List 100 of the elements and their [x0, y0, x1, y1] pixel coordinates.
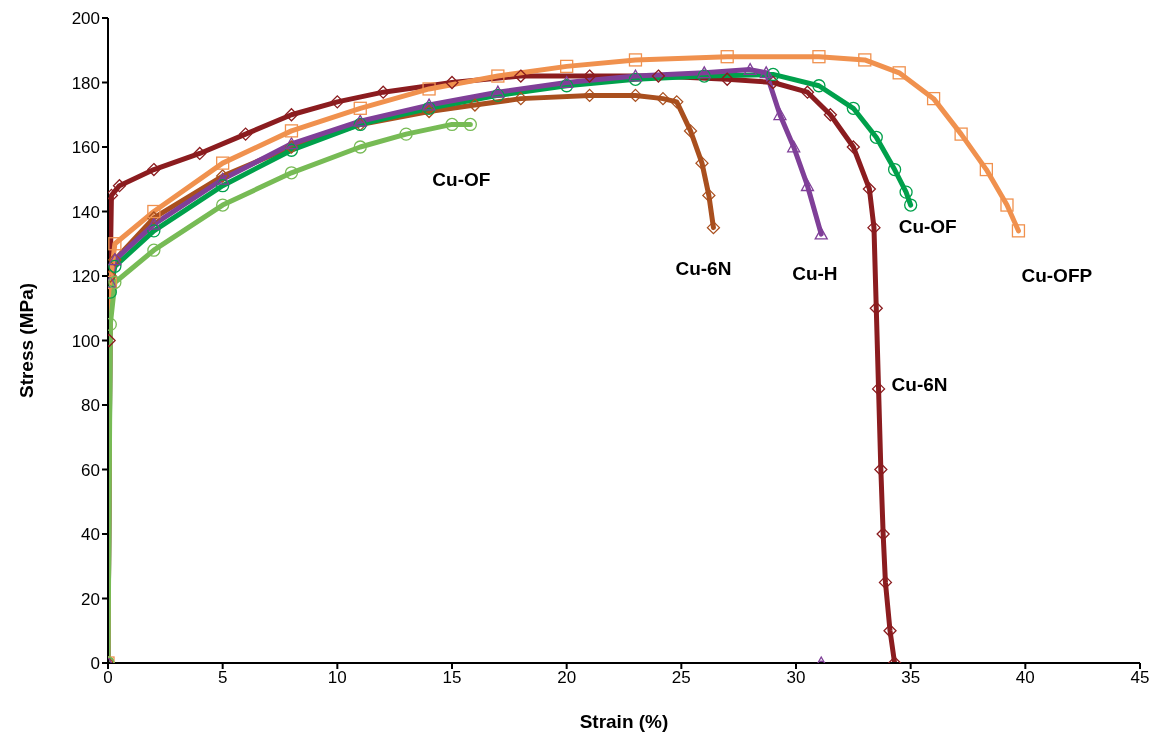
point [284, 137, 299, 150]
point [108, 275, 122, 290]
series-label: Cu-H [792, 263, 838, 284]
point [766, 75, 780, 90]
point [468, 98, 482, 112]
point [353, 114, 367, 127]
x-tick-label: 45 [1130, 668, 1150, 688]
x-tick-label: 20 [557, 668, 577, 688]
point [1011, 224, 1026, 238]
point [697, 66, 711, 79]
y-tick-label: 200 [71, 9, 100, 29]
y-tick-label: 120 [71, 267, 100, 287]
point [147, 217, 161, 230]
point [353, 140, 367, 154]
y-tick-label: 0 [90, 654, 100, 674]
point [892, 66, 906, 80]
point [491, 85, 505, 98]
x-tick-label: 5 [217, 668, 228, 688]
point [800, 179, 815, 192]
point [353, 101, 367, 115]
point [800, 85, 815, 99]
y-tick-label: 180 [71, 73, 100, 93]
point [628, 53, 643, 67]
point [858, 53, 872, 67]
point [238, 127, 253, 141]
point [147, 243, 161, 257]
point [814, 227, 828, 240]
point [147, 204, 161, 219]
point [874, 462, 888, 477]
point [108, 259, 122, 273]
point [112, 179, 127, 193]
point [702, 188, 716, 203]
point [787, 140, 801, 153]
x-tick-label: 35 [901, 668, 921, 688]
point [147, 211, 161, 225]
series-label: Cu-6N [891, 374, 948, 395]
x-tick-label: 0 [103, 668, 113, 688]
point [463, 117, 477, 132]
point [376, 85, 390, 99]
y-tick-label: 20 [81, 589, 100, 609]
point [954, 127, 968, 141]
point [560, 75, 574, 88]
x-axis-title: Strain (%) [579, 711, 669, 732]
point [147, 224, 161, 238]
point [720, 50, 734, 64]
point [422, 82, 436, 96]
y-tick-label: 160 [71, 138, 100, 158]
point [216, 198, 230, 212]
point [926, 91, 941, 106]
point [899, 185, 913, 199]
point [560, 59, 574, 74]
point [422, 101, 436, 115]
point [697, 69, 711, 83]
point [904, 198, 918, 212]
point [399, 127, 413, 141]
point [491, 88, 505, 103]
point [869, 130, 883, 144]
point [284, 124, 299, 138]
point [846, 140, 860, 154]
y-axis-title: Stress (MPa) [15, 282, 37, 399]
x-tick-label: 10 [327, 668, 347, 688]
point [422, 104, 436, 119]
point [869, 301, 883, 315]
x-tick-label: 30 [786, 668, 806, 688]
point [720, 72, 734, 86]
point [670, 95, 684, 109]
point [628, 69, 643, 82]
point [979, 162, 993, 177]
point [706, 220, 721, 235]
point [862, 182, 877, 196]
y-tick-label: 100 [71, 331, 100, 351]
point [284, 166, 299, 180]
x-tick-label: 25 [671, 668, 691, 688]
point [193, 146, 207, 161]
point [514, 69, 528, 83]
point [445, 75, 459, 90]
point [108, 237, 122, 251]
x-tick-label: 40 [1015, 668, 1035, 688]
series-label: Cu-OF [898, 216, 957, 238]
point [846, 101, 860, 115]
point [582, 69, 597, 83]
point [422, 98, 436, 111]
point [759, 66, 773, 79]
point [773, 108, 787, 121]
series-label: Cu-6N [675, 257, 732, 279]
point [284, 108, 299, 122]
y-tick-label: 40 [81, 525, 100, 545]
y-tick-label: 60 [81, 460, 100, 480]
point [871, 382, 886, 396]
point [147, 162, 161, 177]
y-tick-label: 140 [71, 202, 100, 222]
point [695, 156, 709, 170]
point [1000, 198, 1014, 212]
series-label: Cu-OFP [1021, 264, 1093, 286]
point [216, 156, 230, 170]
point [514, 91, 528, 106]
point [887, 162, 902, 177]
point [683, 124, 698, 138]
point [823, 108, 838, 122]
point [216, 179, 230, 193]
